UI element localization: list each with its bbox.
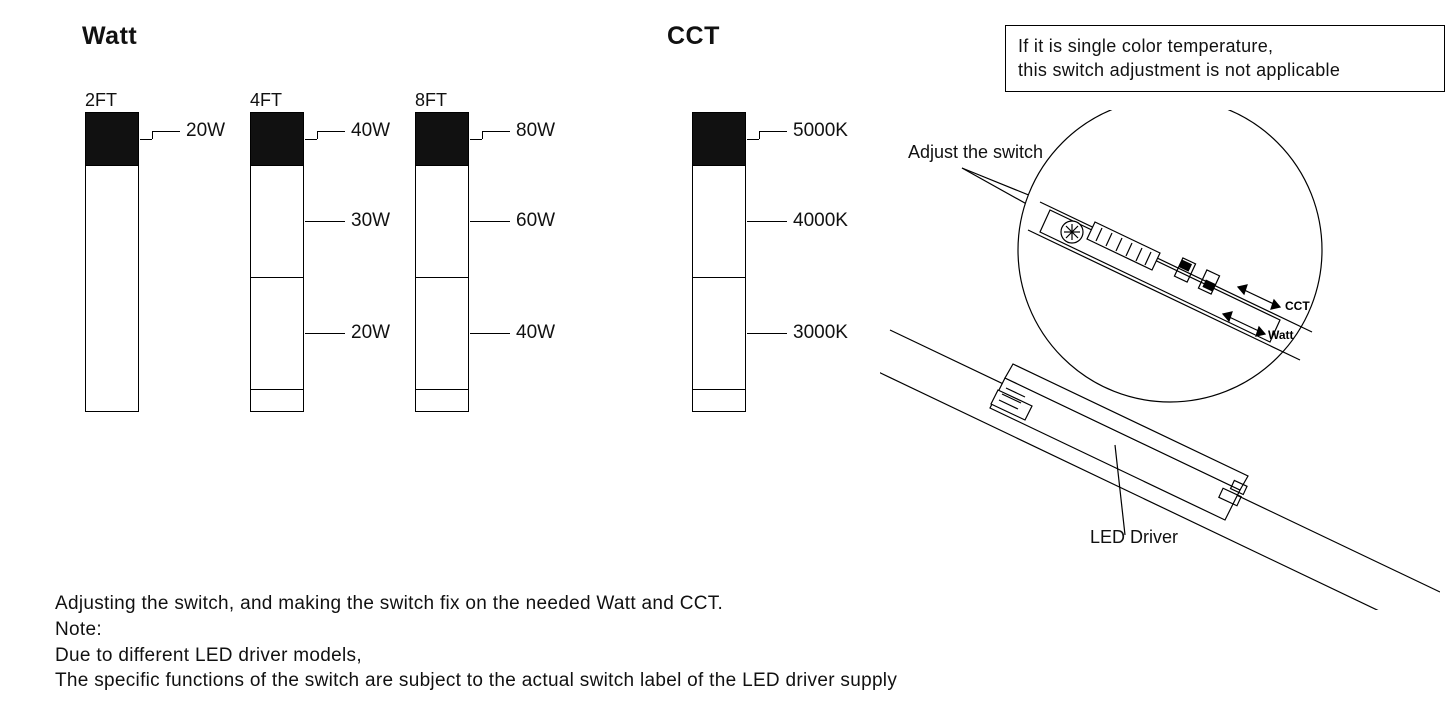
footer-l2: Note: [55,617,897,643]
cct-col-label-1: 4000K [793,210,848,232]
cct-col-label-2: 3000K [793,322,848,344]
watt-col-0: 2FT20W [85,90,139,412]
watt-col-1-header: 4FT [250,90,304,110]
watt-col-1-label-0: 40W [351,120,390,142]
cct-col: 5000K4000K3000K [692,90,746,412]
cct-col-body: 5000K4000K3000K [692,112,746,412]
note-box: If it is single color temperature, this … [1005,25,1445,92]
watt-col-2: 8FT80W60W40W [415,90,469,412]
watt-col-0-seg-1 [86,165,138,413]
driver-illustration: CCT Watt [880,110,1440,590]
watt-col-0-seg-0 [86,113,138,165]
watt-col-2-seg-3 [416,389,468,413]
watt-col-2-body: 80W60W40W [415,112,469,412]
watt-col-2-header: 8FT [415,90,469,110]
page: Watt CCT 2FT20W4FT40W30W20W8FT80W60W40W5… [0,0,1445,712]
cct-col-seg-3 [693,389,745,413]
watt-col-2-seg-0 [416,113,468,165]
watt-col-2-seg-2 [416,277,468,389]
watt-col-1-label-2: 20W [351,322,390,344]
watt-col-2-label-2: 40W [516,322,555,344]
watt-col-1-body: 40W30W20W [250,112,304,412]
footer-block: Adjusting the switch, and making the swi… [55,591,897,694]
cct-col-seg-0 [693,113,745,165]
watt-col-2-seg-1 [416,165,468,277]
title-watt: Watt [82,22,137,51]
note-line1: If it is single color temperature, [1018,34,1432,58]
watt-col-1: 4FT40W30W20W [250,90,304,412]
cct-col-label-0: 5000K [793,120,848,142]
cct-col-seg-2 [693,277,745,389]
watt-col-2-label-1: 60W [516,210,555,232]
cct-col-header [692,90,746,110]
cct-col-seg-1 [693,165,745,277]
note-line2: this switch adjustment is not applicable [1018,58,1432,82]
footer-l1: Adjusting the switch, and making the swi… [55,591,897,617]
watt-col-1-seg-0 [251,113,303,165]
watt-col-1-seg-1 [251,165,303,277]
watt-col-1-seg-3 [251,389,303,413]
footer-l3: Due to different LED driver models, [55,643,897,669]
watt-col-2-label-0: 80W [516,120,555,142]
watt-col-1-label-1: 30W [351,210,390,232]
label-watt-small: Watt [1268,328,1294,342]
title-cct: CCT [667,22,720,51]
footer-l4: The specific functions of the switch are… [55,668,897,694]
watt-col-0-label-0: 20W [186,120,225,142]
watt-col-1-seg-2 [251,277,303,389]
watt-col-0-body: 20W [85,112,139,412]
watt-col-0-header: 2FT [85,90,139,110]
label-cct-small: CCT [1285,299,1310,313]
